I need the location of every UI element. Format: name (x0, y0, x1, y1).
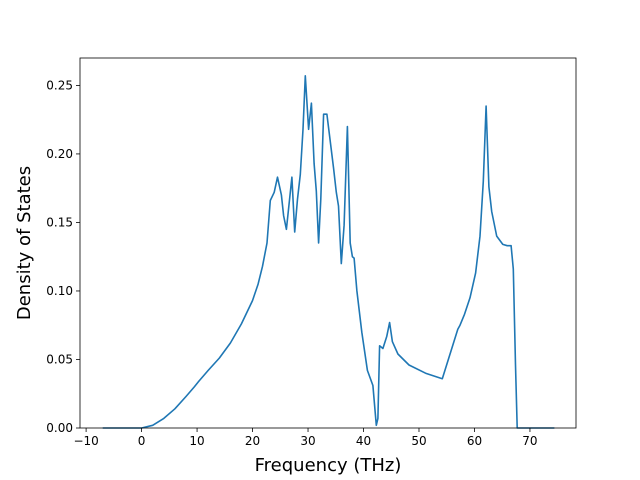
y-tick-label: 0.10 (46, 284, 73, 298)
y-tick-label: 0.20 (46, 147, 73, 161)
y-tick-label: 0.15 (46, 215, 73, 229)
x-tick-label: 0 (138, 434, 146, 448)
x-tick-label: 20 (245, 434, 260, 448)
y-tick-label: 0.05 (46, 352, 73, 366)
y-tick-label: 0.25 (46, 78, 73, 92)
x-tick-label: 70 (522, 434, 537, 448)
x-tick-label: 10 (189, 434, 204, 448)
x-tick-label: 50 (411, 434, 426, 448)
x-tick-label: 30 (300, 434, 315, 448)
x-tick-label: 60 (467, 434, 482, 448)
x-tick-label: −10 (73, 434, 98, 448)
y-axis-label: Density of States (14, 166, 35, 320)
y-tick-label: 0.00 (46, 421, 73, 435)
x-tick-label: 40 (356, 434, 371, 448)
x-axis-label: Frequency (THz) (255, 455, 402, 476)
